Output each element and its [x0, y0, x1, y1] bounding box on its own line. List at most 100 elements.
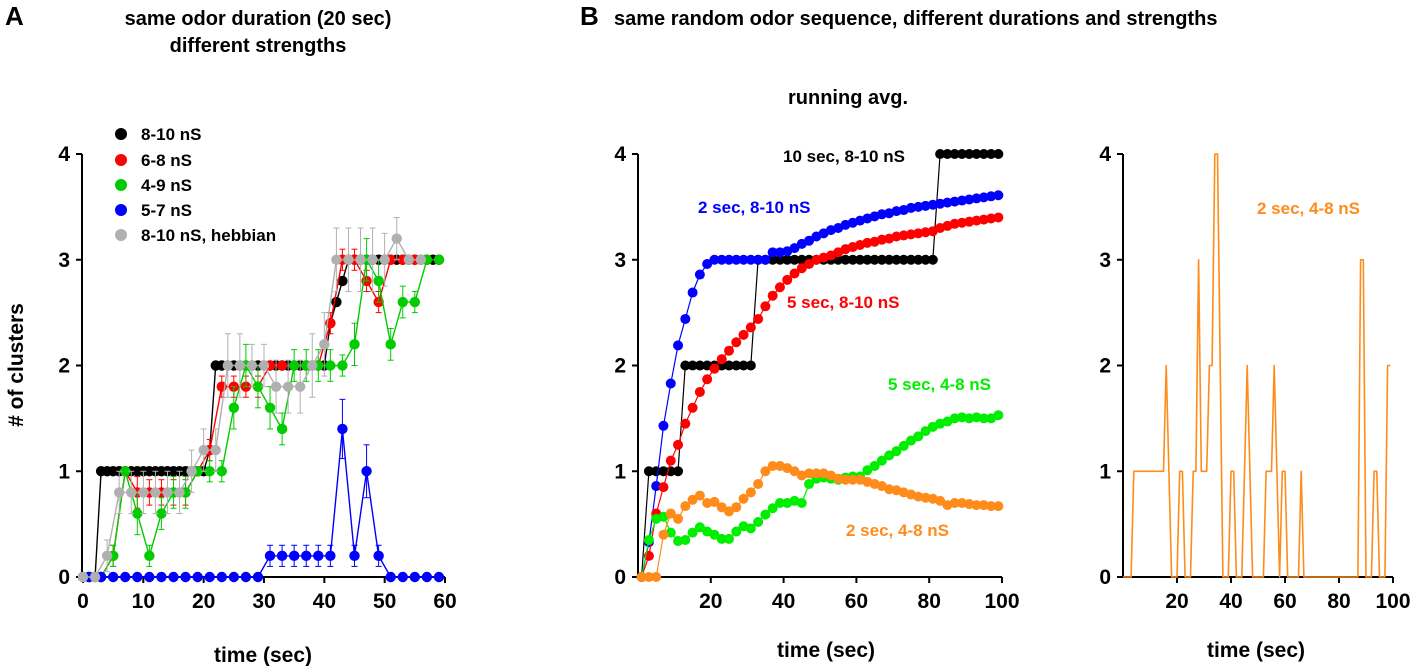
series-8-10-ns-hebbian — [77, 216, 427, 583]
data-point — [391, 233, 402, 244]
data-point — [120, 571, 131, 583]
data-point — [920, 426, 931, 437]
data-point — [687, 287, 698, 298]
data-point — [680, 313, 691, 324]
y-tick-label: 1 — [614, 460, 626, 483]
data-point — [782, 254, 793, 265]
data-point — [665, 508, 676, 519]
data-point — [702, 374, 713, 385]
data-point — [716, 533, 727, 544]
data-point — [745, 487, 756, 498]
data-point — [731, 254, 742, 265]
y-tick-label: 4 — [1099, 143, 1111, 166]
data-point — [935, 495, 946, 506]
legend-marker-hebbian — [115, 229, 127, 241]
data-point — [258, 360, 270, 371]
series-label-10sec-8-10: 10 sec, 8-10 nS — [783, 147, 905, 166]
data-point — [385, 571, 396, 583]
data-point — [753, 517, 764, 528]
panel-a-letter: A — [5, 1, 24, 31]
data-point — [891, 446, 902, 457]
data-point — [337, 275, 348, 287]
series-4-9-ns — [95, 238, 445, 583]
data-point — [767, 503, 778, 514]
data-point — [643, 466, 654, 477]
data-point — [906, 435, 916, 446]
data-point — [301, 550, 312, 562]
data-point — [89, 571, 101, 583]
panel-b-subtitle: running avg. — [788, 87, 908, 109]
data-point — [724, 506, 734, 517]
data-point — [745, 523, 756, 534]
x-tick-label: 100 — [1375, 590, 1410, 613]
data-point — [643, 572, 654, 582]
data-point — [288, 550, 300, 562]
data-point — [240, 571, 252, 583]
data-point — [993, 149, 1004, 159]
data-point — [964, 149, 975, 159]
data-point — [658, 420, 669, 431]
y-tick-label: 4 — [614, 143, 626, 166]
data-point — [282, 381, 294, 392]
chart-b1-marks — [636, 149, 1004, 582]
data-point — [234, 360, 246, 371]
data-point — [397, 571, 408, 583]
data-point — [869, 460, 880, 471]
x-tick-label: 60 — [1273, 590, 1296, 613]
legend-label-hebbian: 8-10 nS, hebbian — [141, 226, 276, 245]
data-point — [331, 296, 342, 308]
series-2-sec-4-8-ns — [636, 460, 1004, 582]
data-point — [107, 571, 119, 583]
data-point — [680, 534, 691, 545]
data-point — [77, 571, 89, 583]
data-point — [252, 571, 264, 583]
data-point — [114, 487, 125, 498]
data-point — [935, 149, 946, 159]
data-point — [716, 254, 727, 265]
data-point — [228, 571, 240, 583]
data-point — [270, 381, 282, 392]
chart-b2-xlabel: time (sec) — [1207, 639, 1305, 662]
x-tick-label: 0 — [77, 590, 89, 613]
data-point — [978, 149, 989, 159]
data-point — [673, 466, 684, 477]
legend-marker-5-7 — [115, 204, 127, 216]
data-point — [731, 526, 742, 537]
data-point — [694, 490, 705, 501]
data-point — [687, 527, 698, 538]
series-2-sec-4-8-ns — [1123, 153, 1391, 578]
data-point — [373, 550, 384, 562]
data-point — [709, 363, 720, 374]
data-point — [920, 254, 931, 265]
data-point — [724, 345, 734, 356]
data-point — [355, 254, 366, 265]
data-point — [927, 254, 938, 265]
data-point — [702, 258, 713, 269]
data-point — [373, 275, 384, 287]
series-label-5sec-4-8: 5 sec, 4-8 nS — [888, 375, 991, 394]
data-point — [433, 571, 445, 583]
data-point — [204, 571, 215, 583]
x-tick-label: 60 — [845, 590, 868, 613]
data-point — [993, 410, 1004, 421]
series-label-b2-2sec-4-8: 2 sec, 4-8 nS — [1257, 199, 1360, 218]
data-point — [913, 431, 924, 442]
panel-b-letter: B — [580, 1, 599, 31]
data-point — [361, 466, 372, 477]
data-point — [774, 497, 785, 508]
data-point — [906, 254, 916, 265]
data-point — [993, 212, 1004, 223]
series-5-7-ns — [83, 398, 445, 583]
data-point — [956, 149, 967, 159]
data-point — [144, 550, 155, 562]
data-point — [709, 529, 720, 540]
legend-marker-8-10 — [115, 128, 127, 140]
data-point — [694, 360, 705, 371]
data-point — [709, 496, 720, 507]
data-point — [409, 296, 421, 308]
data-point — [796, 497, 807, 508]
data-point — [174, 487, 185, 498]
data-point — [415, 254, 427, 265]
data-point — [252, 381, 264, 392]
